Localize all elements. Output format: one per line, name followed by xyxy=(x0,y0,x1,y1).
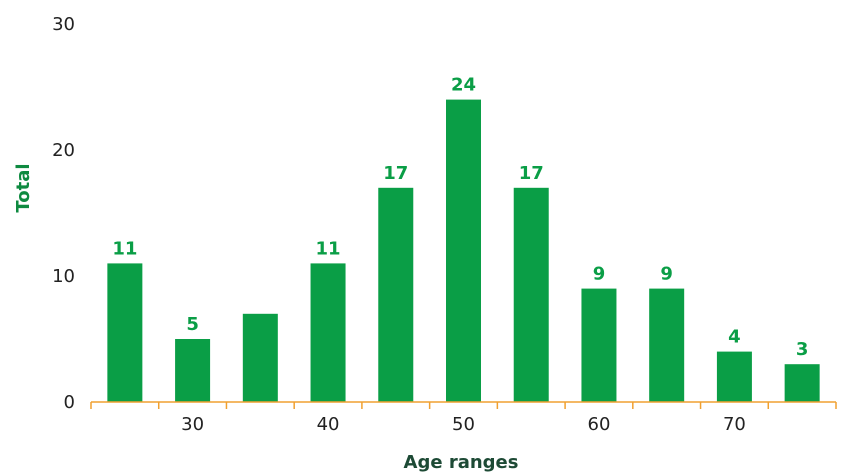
y-axis-title: Total xyxy=(13,163,34,212)
bar-data-label: 9 xyxy=(593,264,606,285)
bar xyxy=(716,351,752,402)
y-axis-ticks: 0 10 20 30 xyxy=(52,14,75,413)
bar xyxy=(513,187,549,402)
x-axis-title: Age ranges xyxy=(404,452,519,473)
y-tick-label: 20 xyxy=(52,140,75,161)
bar xyxy=(107,263,143,402)
bar-data-label: 4 xyxy=(728,327,741,348)
bar-data-label: 17 xyxy=(519,163,544,184)
bar-data-label: 5 xyxy=(186,314,199,335)
bar xyxy=(175,339,211,402)
bar xyxy=(581,288,617,402)
x-tick-label: 60 xyxy=(588,414,611,435)
x-tick-label: 40 xyxy=(317,414,340,435)
bar xyxy=(446,99,481,402)
x-tick-label: 70 xyxy=(723,414,746,435)
bar-data-label: 9 xyxy=(660,264,673,285)
x-tick-label: 50 xyxy=(452,414,475,435)
bar-data-label: 11 xyxy=(112,238,137,259)
bar xyxy=(378,187,414,402)
bars xyxy=(107,99,820,402)
bar xyxy=(242,313,278,402)
y-tick-label: 30 xyxy=(52,14,75,35)
bar-data-label: 17 xyxy=(383,163,408,184)
bar xyxy=(784,364,820,402)
x-axis xyxy=(90,401,837,409)
y-tick-label: 0 xyxy=(64,392,75,413)
x-axis-ticks: 30 40 50 60 70 xyxy=(181,414,746,435)
bar xyxy=(310,263,346,402)
bar-data-label: 11 xyxy=(316,238,341,259)
data-labels: 11 5 11 17 24 17 9 9 4 3 xyxy=(112,75,808,361)
y-tick-label: 10 xyxy=(52,266,75,287)
bar-data-label: 3 xyxy=(796,339,809,360)
x-tick-label: 30 xyxy=(181,414,204,435)
bar xyxy=(649,288,685,402)
bar-data-label: 24 xyxy=(451,75,476,96)
